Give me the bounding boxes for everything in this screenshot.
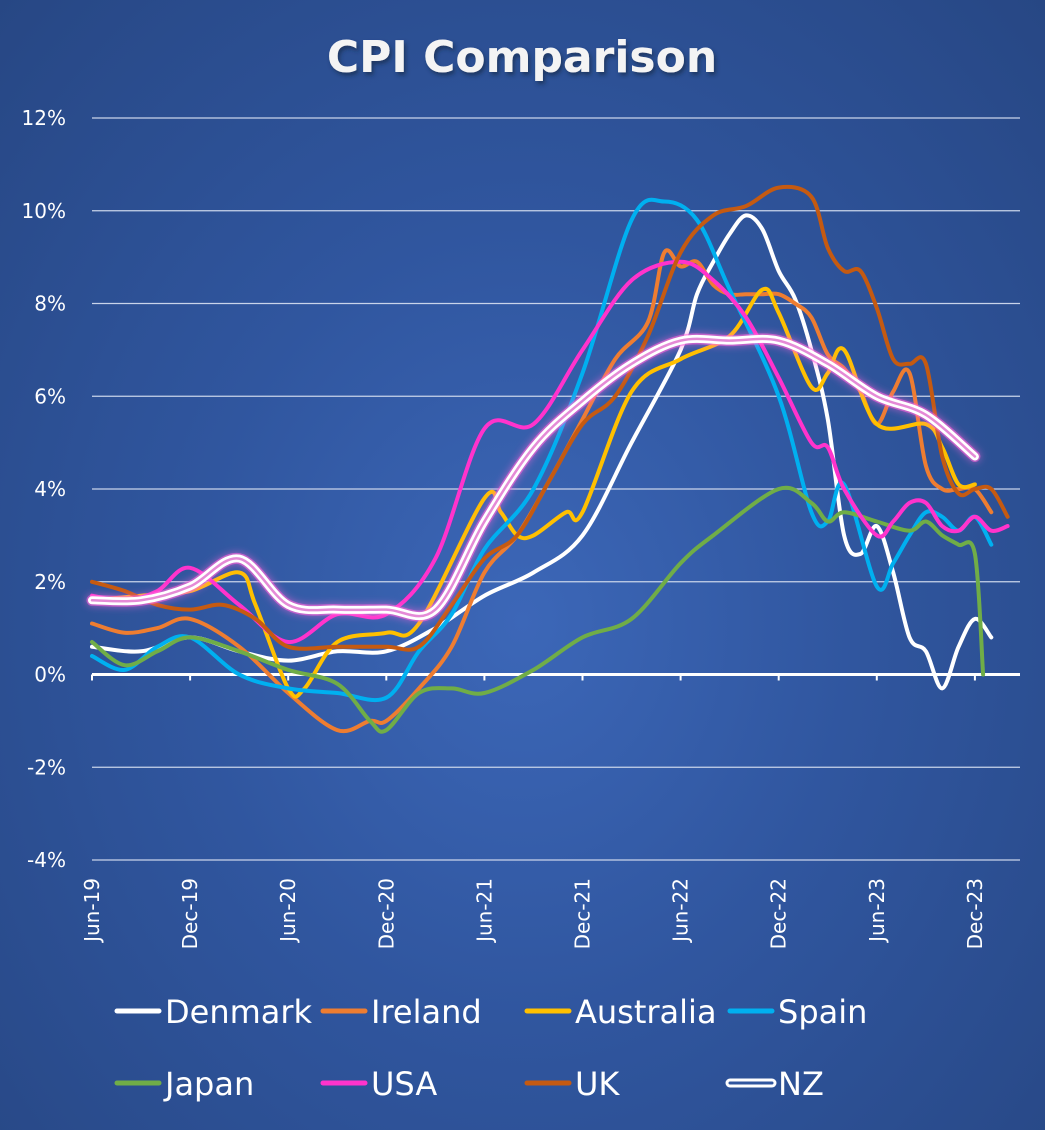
grid (92, 117, 1020, 861)
legend-item-denmark: Denmark (114, 993, 313, 1031)
legend-item-uk: UK (524, 1065, 620, 1103)
series-line (90, 197, 994, 703)
legend-label: Spain (778, 993, 867, 1031)
y-tick-label: 12% (22, 106, 66, 130)
x-tick-label: Dec-20 (374, 878, 398, 949)
legend-item-usa: USA (320, 1065, 437, 1103)
series-line (90, 286, 977, 699)
series-australia (90, 286, 977, 699)
x-tick-label: Jun-23 (865, 878, 889, 944)
y-tick-label: 0% (34, 663, 66, 687)
series-line (90, 259, 1010, 644)
series-japan (90, 485, 986, 734)
y-tick-label: 4% (34, 477, 66, 501)
legend-label: NZ (778, 1065, 824, 1103)
y-tick-label: 6% (34, 384, 66, 408)
series-denmark (90, 213, 994, 691)
legend-label: Ireland (371, 993, 482, 1031)
series-line (90, 184, 1010, 652)
y-tick-label: 8% (34, 292, 66, 316)
x-tick-label: Dec-23 (963, 878, 987, 949)
legend-item-nz: NZ (725, 1065, 824, 1103)
series-ireland (90, 248, 994, 734)
chart-title: CPI Comparison (327, 32, 717, 83)
series-spain (90, 197, 994, 703)
y-tick-label: -4% (27, 848, 66, 872)
x-tick-label: Dec-21 (571, 878, 595, 949)
x-tick-label: Jun-20 (276, 878, 300, 944)
series-uk (90, 184, 1010, 652)
y-axis: -4% -2% 0% 2% 4% 6% 8% 10% 12% (22, 106, 66, 872)
series-line (90, 248, 994, 734)
legend-label: USA (371, 1065, 437, 1103)
legend-item-japan: Japan (114, 1065, 254, 1103)
series-line (90, 213, 994, 691)
series-usa (90, 259, 1010, 644)
x-axis: Jun-19 Dec-19 Jun-20 Dec-20 Jun-21 Dec-21 Jun-… (80, 674, 987, 949)
x-tick-label: Dec-22 (767, 878, 791, 949)
x-tick-label: Dec-19 (178, 878, 202, 949)
series-lines (86, 184, 1010, 734)
legend-item-ireland: Ireland (320, 993, 482, 1031)
y-tick-label: -2% (27, 755, 66, 779)
legend-label: Denmark (165, 993, 313, 1031)
series-nz (86, 333, 981, 622)
x-tick-label: Jun-19 (80, 878, 104, 944)
legend-label: Japan (163, 1065, 254, 1103)
legend-label: UK (575, 1065, 620, 1103)
legend: Denmark Ireland Australia Spain Japan USA UK NZ (114, 993, 867, 1103)
legend-item-spain: Spain (727, 993, 867, 1031)
x-tick-label: Jun-21 (472, 878, 496, 944)
legend-item-australia: Australia (524, 993, 717, 1031)
x-tick-label: Jun-22 (669, 878, 693, 944)
series-line (90, 485, 986, 734)
y-tick-label: 2% (34, 570, 66, 594)
legend-label: Australia (575, 993, 717, 1031)
y-tick-label: 10% (22, 199, 66, 223)
series-line-inner (90, 337, 977, 618)
